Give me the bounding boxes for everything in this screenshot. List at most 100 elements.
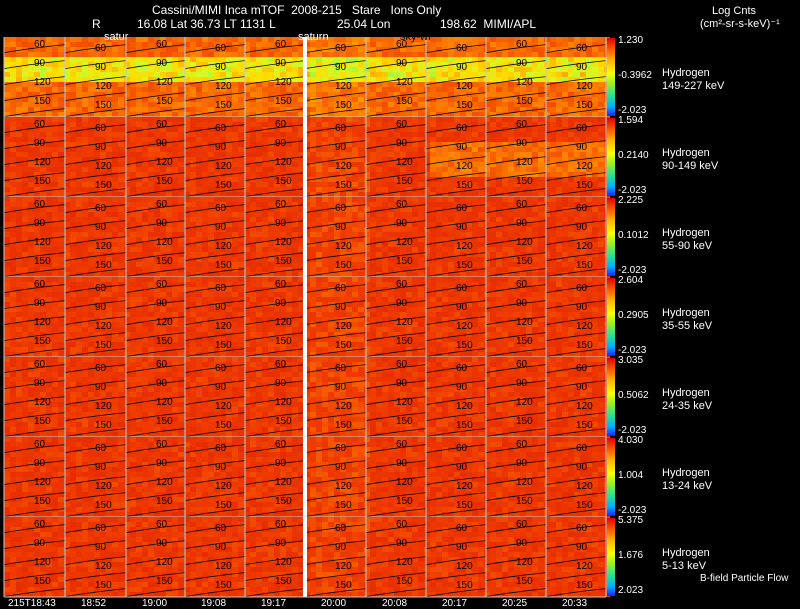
heatmap-cell	[442, 57, 448, 62]
heatmap-cell	[502, 72, 508, 77]
heatmap-cell	[568, 232, 574, 237]
heatmap-cell	[460, 62, 466, 67]
heatmap-cell	[124, 172, 130, 177]
heatmap-cell	[202, 192, 208, 197]
heatmap-cell	[112, 137, 118, 142]
heatmap-cell	[148, 172, 154, 177]
heatmap-cell	[520, 187, 526, 192]
heatmap-cell	[10, 187, 16, 192]
heatmap-cell	[58, 207, 64, 212]
heatmap-cell	[58, 237, 64, 242]
heatmap-cell	[490, 147, 496, 152]
heatmap-cell	[220, 122, 226, 127]
heatmap-cell	[220, 182, 226, 187]
heatmap-cell	[526, 107, 532, 112]
heatmap-cell	[202, 227, 208, 232]
contour-label: 150	[576, 100, 593, 111]
heatmap-cell	[58, 67, 64, 72]
heatmap-cell	[592, 67, 598, 72]
heatmap-cell	[16, 42, 22, 47]
heatmap-cell	[502, 192, 508, 197]
heatmap-cell	[250, 107, 256, 112]
heatmap-cell	[562, 117, 568, 122]
heatmap-cell	[496, 52, 502, 57]
heatmap-cell	[4, 247, 10, 252]
heatmap-cell	[40, 77, 46, 82]
heatmap-cell	[196, 167, 202, 172]
heatmap-cell	[292, 82, 298, 87]
heatmap-cell	[574, 92, 580, 97]
heatmap-cell	[310, 222, 316, 227]
heatmap-cell	[190, 132, 196, 137]
heatmap-cell	[232, 247, 238, 252]
heatmap-cell	[94, 117, 100, 122]
heatmap-cell	[418, 77, 424, 82]
heatmap-cell	[478, 137, 484, 142]
contour-label: 150	[396, 96, 413, 107]
heatmap-cell	[448, 92, 454, 97]
heatmap-cell	[526, 67, 532, 72]
heatmap-cell	[298, 137, 304, 142]
heatmap-cell	[52, 172, 58, 177]
heatmap-cell	[124, 47, 130, 52]
heatmap-cell	[244, 192, 250, 197]
heatmap-cell	[376, 227, 382, 232]
heatmap-cell	[520, 82, 526, 87]
heatmap-cell	[598, 232, 604, 237]
heatmap-cell	[286, 127, 292, 132]
heatmap-cell	[124, 102, 130, 107]
heatmap-cell	[442, 167, 448, 172]
heatmap-cell	[88, 187, 94, 192]
heatmap-cell	[526, 192, 532, 197]
heatmap-cell	[520, 47, 526, 52]
heatmap-cell	[442, 232, 448, 237]
heatmap-cell	[544, 97, 550, 102]
heatmap-cell	[94, 147, 100, 152]
heatmap-cell	[346, 77, 352, 82]
heatmap-cell	[76, 82, 82, 87]
heatmap-cell	[376, 232, 382, 237]
heatmap-cell	[214, 87, 220, 92]
heatmap-cell	[406, 77, 412, 82]
heatmap-cell	[316, 172, 322, 177]
heatmap-cell	[370, 107, 376, 112]
heatmap-cell	[256, 172, 262, 177]
heatmap-cell	[556, 167, 562, 172]
heatmap-cell	[88, 102, 94, 107]
heatmap-cell	[112, 252, 118, 257]
heatmap-cell	[124, 257, 130, 262]
heatmap-cell	[460, 147, 466, 152]
heatmap-cell	[46, 227, 52, 232]
heatmap-cell	[190, 192, 196, 197]
heatmap-cell	[250, 77, 256, 82]
heatmap-cell	[364, 192, 370, 197]
heatmap-cell	[154, 37, 160, 42]
heatmap-cell	[322, 82, 328, 87]
heatmap-cell	[364, 152, 370, 157]
heatmap-cell	[184, 177, 190, 182]
heatmap-cell	[340, 217, 346, 222]
heatmap-cell	[238, 137, 244, 142]
heatmap-cell	[136, 77, 142, 82]
heatmap-cell	[112, 77, 118, 82]
heatmap-cell	[130, 197, 136, 202]
heatmap-cell	[550, 167, 556, 172]
heatmap-cell	[262, 167, 268, 172]
heatmap-cell	[136, 102, 142, 107]
contour-line	[244, 76, 306, 85]
heatmap-cell	[34, 167, 40, 172]
heatmap-cell	[190, 197, 196, 202]
heatmap-cell	[136, 42, 142, 47]
heatmap-cell	[400, 192, 406, 197]
heatmap-cell	[262, 252, 268, 257]
heatmap-cell	[292, 137, 298, 142]
heatmap-cell	[568, 92, 574, 97]
heatmap-cell	[580, 97, 586, 102]
contour-line	[125, 44, 186, 53]
heatmap-cell	[238, 177, 244, 182]
heatmap-cell	[430, 167, 436, 172]
heatmap-cell	[544, 212, 550, 217]
heatmap-cell	[568, 122, 574, 127]
heatmap-cell	[430, 152, 436, 157]
heatmap-cell	[214, 47, 220, 52]
